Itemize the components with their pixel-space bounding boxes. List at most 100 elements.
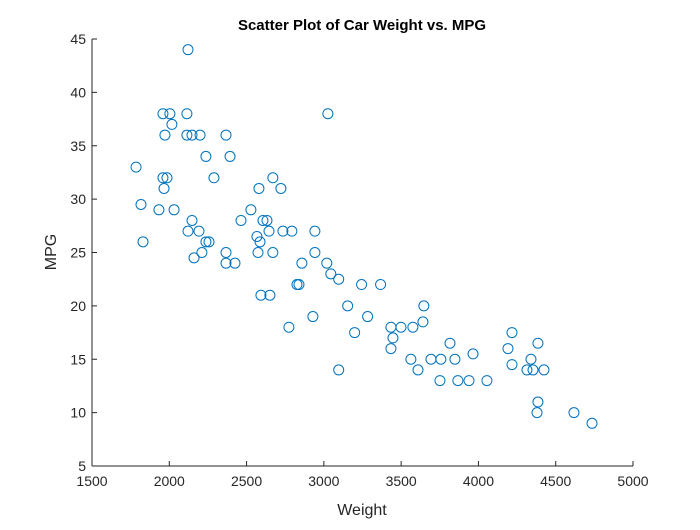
x-axis-label: Weight [337,502,387,519]
data-point [263,225,275,237]
data-point [153,204,165,216]
data-point [435,353,447,365]
data-point [502,343,514,355]
data-point [425,353,437,365]
data-point [203,236,215,248]
x-tick-label: 2500 [231,473,262,489]
data-point [182,44,194,56]
data-point [159,129,171,141]
data-point [161,172,173,184]
data-point [253,182,265,194]
data-point [342,300,354,312]
data-point [158,182,170,194]
data-point [481,375,493,387]
data-point [186,129,198,141]
data-point [333,273,345,285]
data-point [417,316,429,328]
data-point [193,225,205,237]
data-point [186,214,198,226]
data-point [467,348,479,360]
data-point [188,252,200,264]
x-tick-label: 4000 [463,473,494,489]
data-point [356,279,368,291]
y-tick-label: 20 [70,298,86,314]
data-point [255,289,267,301]
y-tick-label: 10 [70,405,86,421]
x-tick-label: 3500 [386,473,417,489]
data-point [463,375,475,387]
x-tick-label: 1500 [76,473,107,489]
data-point [506,359,518,371]
data-point [208,172,220,184]
data-point [521,364,533,376]
data-point [362,311,374,323]
data-point [283,321,295,333]
data-point [322,108,334,120]
data-point [525,353,537,365]
data-point [261,214,273,226]
data-point [291,279,303,291]
data-point [296,257,308,269]
data-point [449,353,461,365]
data-point [286,225,298,237]
data-point [309,247,321,258]
data-point [224,150,236,162]
data-point [252,247,264,258]
data-point [196,247,208,258]
data-point [531,407,543,419]
data-point [200,150,212,162]
y-tick-label: 40 [70,84,86,100]
y-tick-label: 25 [70,245,86,261]
data-point [385,343,397,355]
chart-title: Scatter Plot of Car Weight vs. MPG [238,17,486,34]
data-point [200,236,212,248]
x-tick-label: 3000 [308,473,339,489]
data-point [220,247,232,258]
data-point [375,279,387,291]
data-point [137,236,149,248]
data-point [395,321,407,333]
y-tick-label: 30 [70,191,86,207]
data-point [452,375,464,387]
data-point [194,129,206,141]
data-point [245,204,257,216]
y-tick-label: 5 [78,458,86,474]
data-point [434,375,446,387]
data-point [309,225,321,237]
data-point [385,321,397,333]
data-point [251,230,263,242]
data-point [166,118,178,130]
data-point [586,417,598,429]
data-point [168,204,180,216]
data-point [538,364,550,376]
data-point [418,300,430,312]
x-tick-label: 4500 [540,473,571,489]
data-point [157,172,169,184]
data-point [257,214,269,226]
data-point [157,108,169,120]
data-point [333,364,345,376]
data-point [321,257,333,269]
data-point [277,225,289,237]
y-tick-label: 35 [70,138,86,154]
data-point [254,236,266,248]
data-point [532,396,544,408]
data-point [444,337,456,349]
data-point [407,321,419,333]
data-point [275,182,287,194]
data-point [181,108,193,120]
data-point [135,198,147,210]
data-point [264,289,276,301]
data-point [220,257,232,269]
x-tick-label: 5000 [617,473,648,489]
data-point [412,364,424,376]
data-point [182,225,194,237]
data-point [293,279,305,291]
data-point [307,311,319,323]
data-point [164,108,176,120]
data-point [527,364,539,376]
data-point [267,172,279,184]
axes: 1500 2000 2500 3000 3500 4000 4500 5000 5 10 15 20 2… [70,31,648,489]
data-point [267,247,279,258]
data-point [130,161,142,173]
